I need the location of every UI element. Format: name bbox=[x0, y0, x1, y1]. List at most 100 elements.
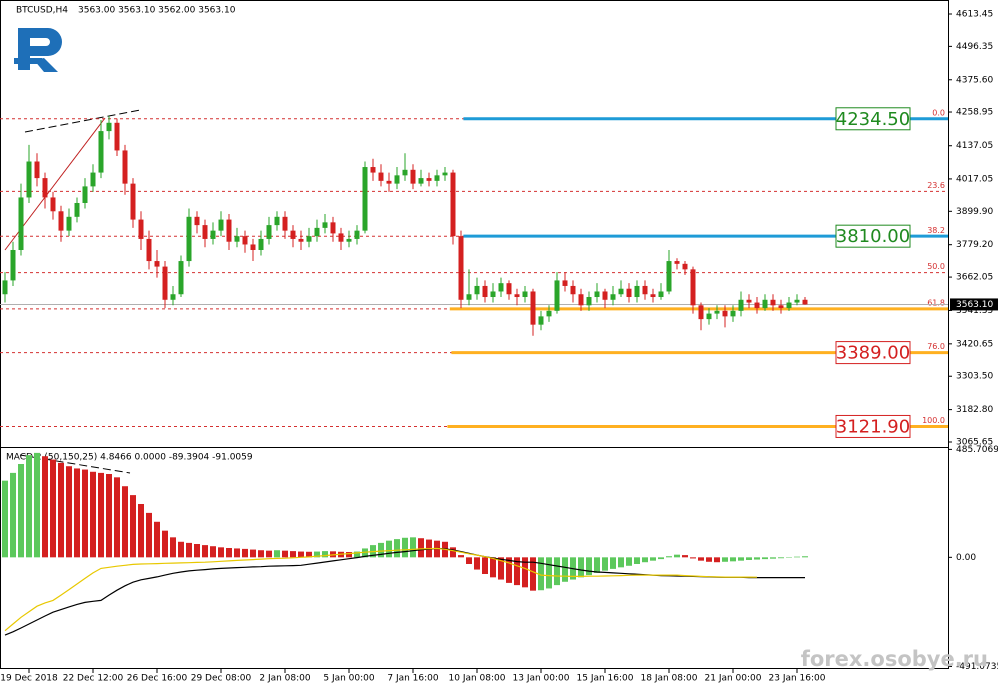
histogram-bar bbox=[634, 557, 640, 564]
histogram-bar bbox=[778, 557, 784, 559]
candle-body bbox=[114, 122, 120, 151]
histogram-bar bbox=[226, 548, 232, 558]
candle-body bbox=[762, 299, 768, 309]
candle-body bbox=[122, 150, 128, 184]
histogram-bar bbox=[178, 541, 184, 558]
candle-body bbox=[586, 297, 592, 306]
candle-body bbox=[514, 294, 520, 298]
candle-body bbox=[178, 261, 184, 295]
candle-body bbox=[682, 263, 688, 270]
y-tick-label: 485.7069 bbox=[956, 445, 998, 455]
x-tick-label: 23 Jan 16:00 bbox=[769, 674, 826, 684]
y-tick-label: 3182.80 bbox=[956, 405, 993, 415]
histogram-bar bbox=[714, 557, 720, 563]
candle-body bbox=[146, 238, 152, 262]
histogram-bar bbox=[98, 472, 104, 558]
histogram-bar bbox=[610, 557, 616, 569]
histogram-bar bbox=[538, 557, 544, 591]
target-label: 4234.50 bbox=[836, 109, 910, 130]
histogram-bar bbox=[66, 466, 72, 558]
y-tick-label: 4496.35 bbox=[956, 42, 993, 52]
candle-body bbox=[410, 169, 416, 184]
x-tick-label: 10 Jan 08:00 bbox=[449, 674, 506, 684]
candle-body bbox=[90, 172, 96, 187]
histogram-bar bbox=[122, 486, 128, 558]
histogram-bar bbox=[50, 459, 56, 558]
histogram-bar bbox=[386, 540, 392, 558]
y-tick-label: 4375.60 bbox=[956, 75, 993, 85]
candle-body bbox=[98, 131, 104, 173]
fib-label: 76.0 bbox=[927, 342, 945, 351]
candle-body bbox=[458, 236, 464, 300]
y-tick-label: 4258.95 bbox=[956, 108, 993, 118]
candle-body bbox=[42, 178, 48, 198]
candle-body bbox=[394, 175, 400, 184]
histogram-bar bbox=[34, 452, 40, 558]
candle-body bbox=[162, 266, 168, 300]
x-tick-label: 2 Jan 08:00 bbox=[259, 674, 311, 684]
candle-body bbox=[490, 291, 496, 298]
histogram-bar bbox=[90, 471, 96, 558]
candle-body bbox=[346, 238, 352, 242]
histogram-bar bbox=[26, 455, 32, 558]
histogram-bar bbox=[186, 542, 192, 558]
y-tick-label: 3541.35 bbox=[956, 306, 993, 316]
candle-body bbox=[626, 288, 632, 298]
candle-body bbox=[730, 310, 736, 317]
candle-body bbox=[554, 280, 560, 311]
histogram-bar bbox=[402, 537, 408, 558]
target-label: 3121.90 bbox=[836, 416, 910, 437]
y-tick-label: 4137.05 bbox=[956, 141, 993, 151]
candle-body bbox=[666, 261, 672, 292]
target-box bbox=[835, 414, 911, 438]
histogram-bar bbox=[698, 557, 704, 561]
histogram-bar bbox=[82, 469, 88, 558]
candle-body bbox=[82, 186, 88, 203]
x-tick-label: 7 Jan 16:00 bbox=[387, 674, 439, 684]
histogram-bar bbox=[578, 557, 584, 578]
candle-body bbox=[538, 316, 544, 325]
histogram-bar bbox=[466, 557, 472, 564]
histogram-bar bbox=[602, 557, 608, 571]
candle-body bbox=[2, 280, 8, 295]
histogram-bar bbox=[594, 557, 600, 573]
candle-body bbox=[466, 294, 472, 300]
candle-body bbox=[434, 175, 440, 181]
y-tick-label: 3662.05 bbox=[956, 273, 993, 283]
candle-body bbox=[218, 219, 224, 231]
histogram-bar bbox=[738, 557, 744, 561]
histogram-bar bbox=[354, 551, 360, 558]
fib-label: 38.2 bbox=[927, 226, 945, 235]
x-tick-label: 22 Dec 12:00 bbox=[63, 674, 124, 684]
candle-body bbox=[802, 299, 808, 305]
histogram-bar bbox=[234, 548, 240, 558]
candle-body bbox=[322, 222, 328, 228]
histogram-bar bbox=[730, 557, 736, 562]
candle-body bbox=[506, 283, 512, 295]
candle-body bbox=[242, 236, 248, 245]
ohlc-values: 3563.00 3563.10 3562.00 3563.10 bbox=[78, 6, 236, 16]
target-label: 3810.00 bbox=[836, 226, 910, 247]
candle-body bbox=[130, 183, 136, 220]
watermark: forex.osobye.ru bbox=[801, 647, 988, 671]
candle-body bbox=[658, 291, 664, 298]
candle-body bbox=[18, 197, 24, 250]
histogram-bar bbox=[530, 557, 536, 591]
candle-body bbox=[34, 161, 40, 179]
candle-body bbox=[170, 294, 176, 300]
histogram-bar bbox=[138, 504, 144, 558]
y-tick-label: 0.00 bbox=[956, 553, 976, 563]
candle-body bbox=[578, 294, 584, 306]
current-price-box bbox=[950, 298, 998, 311]
fib-label: 61.8 bbox=[927, 298, 945, 307]
candle-body bbox=[562, 280, 568, 286]
x-tick-label: 29 Dec 08:00 bbox=[191, 674, 252, 684]
macd-line bbox=[4, 547, 805, 636]
candle-body bbox=[50, 197, 56, 212]
candle-body bbox=[610, 294, 616, 300]
histogram-bar bbox=[362, 548, 368, 558]
macd-line bbox=[4, 547, 758, 632]
histogram-bar bbox=[490, 557, 496, 578]
histogram-bar bbox=[194, 544, 200, 558]
y-tick-label: -491.0735 bbox=[956, 662, 998, 672]
